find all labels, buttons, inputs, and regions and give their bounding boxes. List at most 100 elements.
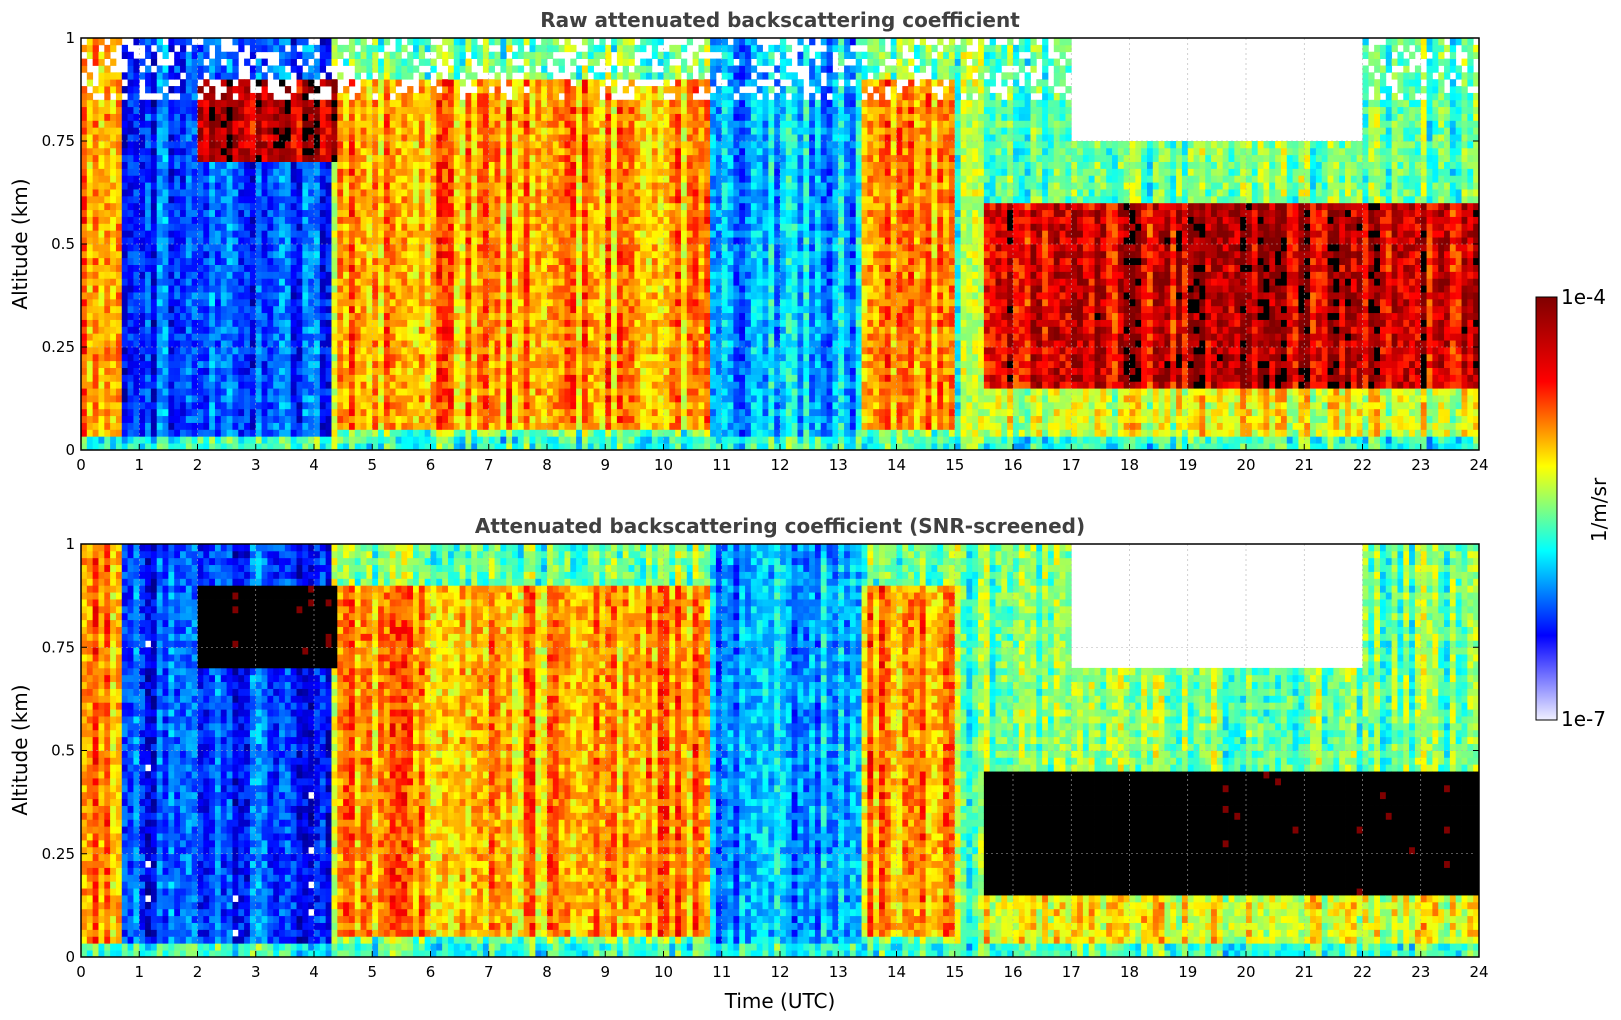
heatmap-cell xyxy=(186,38,192,45)
heatmap-cell xyxy=(320,141,326,148)
heatmap-cell xyxy=(343,320,349,327)
heatmap-cell xyxy=(285,59,291,66)
heatmap-cell xyxy=(297,354,303,361)
heatmap-cell xyxy=(343,210,349,217)
heatmap-cell xyxy=(279,306,285,313)
heatmap-cell xyxy=(302,292,308,299)
heatmap-cell xyxy=(192,168,198,175)
heatmap-cell xyxy=(98,265,104,272)
heatmap-cell xyxy=(238,148,244,155)
heatmap-cell xyxy=(232,326,238,333)
heatmap-cell xyxy=(326,251,332,258)
heatmap-cell xyxy=(262,38,268,45)
heatmap-cell xyxy=(192,429,198,436)
heatmap-cell xyxy=(139,299,145,306)
heatmap-cell xyxy=(163,374,169,381)
heatmap-cell xyxy=(151,416,157,423)
heatmap-cell xyxy=(232,409,238,416)
heatmap-cell xyxy=(98,182,104,189)
heatmap-cell xyxy=(232,38,238,45)
heatmap-cell xyxy=(314,402,320,409)
heatmap-cell xyxy=(110,162,116,169)
heatmap-cell xyxy=(163,347,169,354)
heatmap-cell xyxy=(343,162,349,169)
heatmap-cell xyxy=(186,368,192,375)
heatmap-cell xyxy=(250,292,256,299)
heatmap-cell xyxy=(133,168,139,175)
heatmap-cell xyxy=(104,278,110,285)
heatmap-cell xyxy=(337,127,343,134)
heatmap-cell xyxy=(186,429,192,436)
heatmap-cell xyxy=(238,230,244,237)
heatmap-cell xyxy=(168,278,174,285)
heatmap-cell xyxy=(198,285,204,292)
heatmap-cell xyxy=(238,223,244,230)
heatmap-cell xyxy=(308,347,314,354)
heatmap-cell xyxy=(104,429,110,436)
heatmap-cell xyxy=(308,299,314,306)
heatmap-cell xyxy=(314,258,320,265)
heatmap-cell xyxy=(157,120,163,127)
heatmap-cell xyxy=(192,237,198,244)
heatmap-cell xyxy=(215,107,221,114)
heatmap-cell xyxy=(163,120,169,127)
heatmap-cell xyxy=(215,237,221,244)
heatmap-cell xyxy=(122,141,128,148)
heatmap-cell xyxy=(209,59,215,66)
heatmap-cell xyxy=(308,402,314,409)
heatmap-cell xyxy=(180,299,186,306)
heatmap-cell xyxy=(250,230,256,237)
heatmap-cell xyxy=(87,340,93,347)
heatmap-cell xyxy=(203,141,209,148)
heatmap-cell xyxy=(279,374,285,381)
heatmap-cell xyxy=(174,237,180,244)
heatmap-cell xyxy=(349,79,355,86)
heatmap-cell xyxy=(291,265,297,272)
heatmap-cell xyxy=(267,168,273,175)
heatmap-cell xyxy=(279,340,285,347)
heatmap-cell xyxy=(151,251,157,258)
heatmap-cell xyxy=(349,244,355,251)
heatmap-cell xyxy=(139,38,145,45)
heatmap-cell xyxy=(145,368,151,375)
heatmap-cell xyxy=(174,162,180,169)
heatmap-cell xyxy=(93,381,99,388)
heatmap-cell xyxy=(232,210,238,217)
heatmap-cell xyxy=(151,368,157,375)
heatmap-cell xyxy=(267,306,273,313)
heatmap-cell xyxy=(256,107,262,114)
heatmap-cell xyxy=(326,381,332,388)
heatmap-cell xyxy=(209,271,215,278)
heatmap-cell xyxy=(174,423,180,430)
heatmap-cell xyxy=(297,265,303,272)
heatmap-cell xyxy=(337,251,343,258)
heatmap-cell xyxy=(174,38,180,45)
heatmap-cell xyxy=(232,388,238,395)
heatmap-cell xyxy=(331,182,337,189)
heatmap-cell xyxy=(81,217,87,224)
heatmap-cell xyxy=(273,340,279,347)
heatmap-cell xyxy=(145,134,151,141)
heatmap-cell xyxy=(198,100,204,107)
heatmap-cell xyxy=(314,374,320,381)
heatmap-cell xyxy=(273,374,279,381)
heatmap-cell xyxy=(110,72,116,79)
heatmap-cell xyxy=(215,409,221,416)
heatmap-cell xyxy=(279,114,285,121)
heatmap-cell xyxy=(302,361,308,368)
heatmap-cell xyxy=(209,196,215,203)
heatmap-cell xyxy=(186,326,192,333)
heatmap-cell xyxy=(145,114,151,121)
heatmap-cell xyxy=(186,347,192,354)
heatmap-cell xyxy=(110,168,116,175)
heatmap-cell xyxy=(349,402,355,409)
heatmap-cell xyxy=(337,285,343,292)
heatmap-cell xyxy=(122,134,128,141)
heatmap-cell xyxy=(297,402,303,409)
heatmap-cell xyxy=(297,210,303,217)
heatmap-cell xyxy=(203,313,209,320)
heatmap-cell xyxy=(302,251,308,258)
heatmap-cell xyxy=(267,196,273,203)
heatmap-cell xyxy=(151,244,157,251)
heatmap-cell xyxy=(227,120,233,127)
